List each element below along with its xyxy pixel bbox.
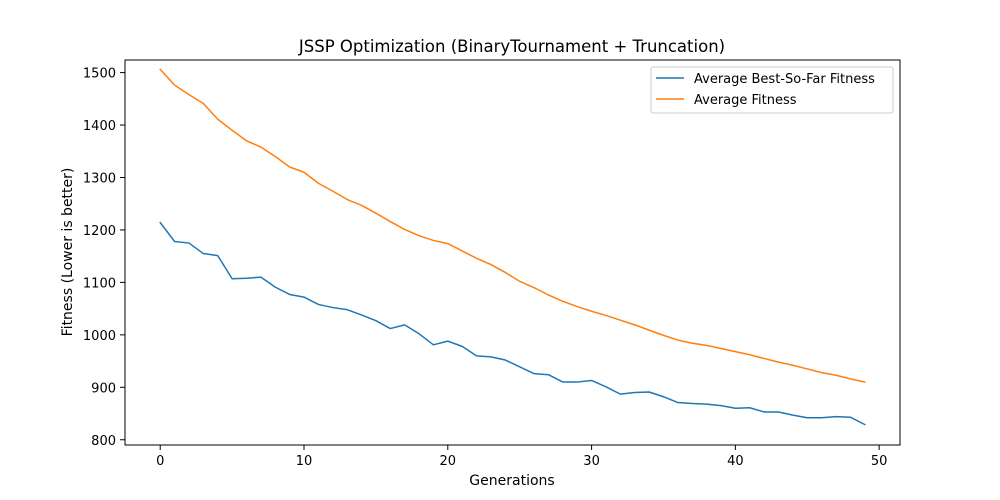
y-tick-label: 1300 bbox=[83, 171, 116, 186]
y-tick-label: 900 bbox=[91, 381, 116, 396]
plot-area bbox=[125, 60, 900, 445]
y-tick-label: 1000 bbox=[83, 329, 116, 344]
chart-title: JSSP Optimization (BinaryTournament + Tr… bbox=[298, 37, 725, 56]
legend: Average Best-So-Far Fitness Average Fitne… bbox=[650, 66, 894, 114]
x-tick-label: 40 bbox=[727, 454, 744, 469]
y-tick-label: 1100 bbox=[83, 276, 116, 291]
x-tick-label: 30 bbox=[583, 454, 600, 469]
legend-label: Average Best-So-Far Fitness bbox=[694, 72, 875, 87]
x-tick-label: 50 bbox=[871, 454, 888, 469]
y-tick-label: 1200 bbox=[83, 224, 116, 239]
y-tick-label: 1500 bbox=[83, 67, 116, 82]
y-axis-label: Fitness (Lower is better) bbox=[60, 168, 76, 337]
plot-frame bbox=[124, 59, 901, 446]
legend-label: Average Fitness bbox=[694, 93, 797, 108]
x-tick-label: 20 bbox=[440, 454, 457, 469]
y-tick-label: 800 bbox=[91, 434, 116, 449]
x-tick-label: 0 bbox=[156, 454, 164, 469]
x-axis-label: Generations bbox=[469, 473, 554, 489]
axes-layer: 0 10 20 30 40 50 800 900 1000 1100 1200 1300 1400 150… bbox=[83, 67, 888, 469]
legend-box bbox=[650, 66, 894, 114]
series-layer bbox=[159, 68, 866, 426]
series-line-2 bbox=[159, 68, 866, 383]
series-line-1 bbox=[159, 221, 866, 426]
x-tick-label: 10 bbox=[296, 454, 313, 469]
y-tick-label: 1400 bbox=[83, 119, 116, 134]
